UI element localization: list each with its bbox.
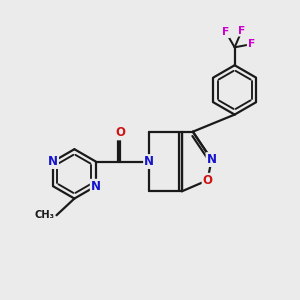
Text: N: N <box>91 180 101 193</box>
Text: F: F <box>238 26 245 36</box>
Text: F: F <box>222 27 230 37</box>
Text: N: N <box>144 155 154 168</box>
Text: N: N <box>48 155 58 168</box>
Text: O: O <box>116 126 125 140</box>
Text: F: F <box>248 39 255 49</box>
Text: O: O <box>202 174 213 187</box>
Text: CH₃: CH₃ <box>34 210 55 220</box>
Text: N: N <box>207 153 217 166</box>
